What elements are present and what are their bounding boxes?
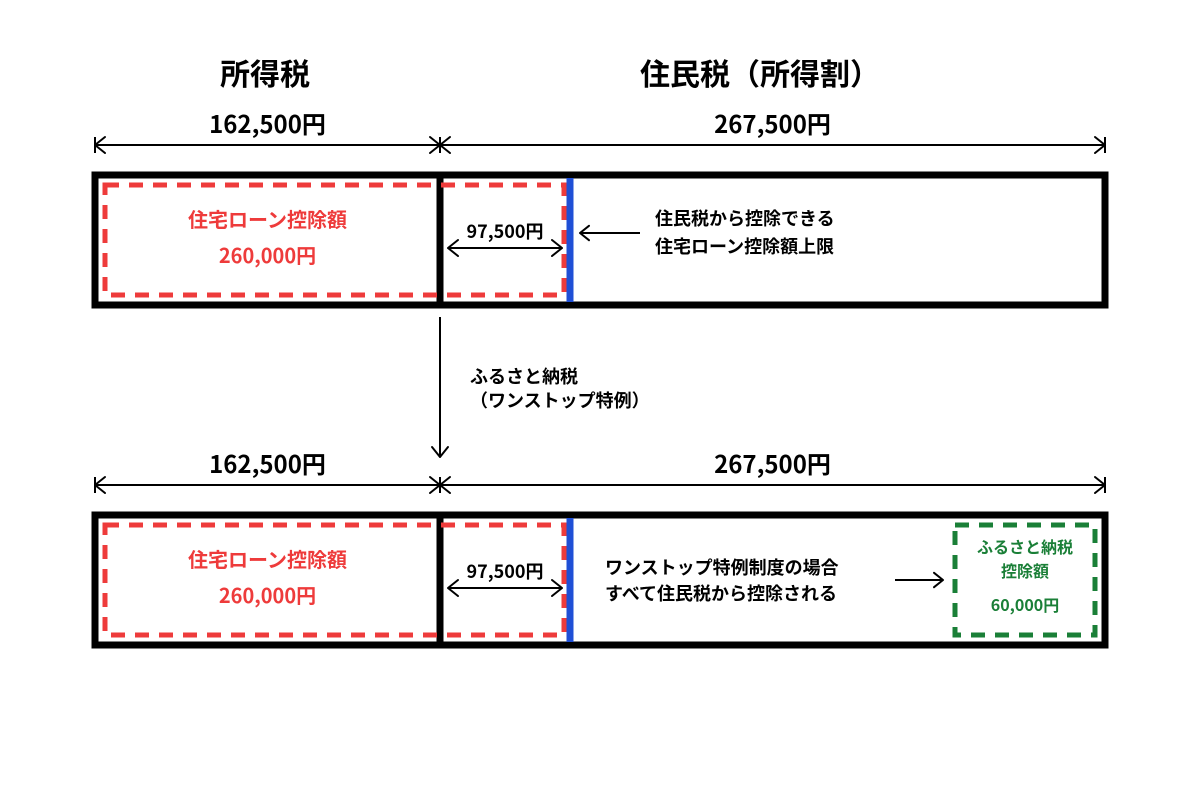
loan-portion-2: 97,500円 [467,558,544,584]
note-bottom-2: すべて住民税から控除される [605,580,837,606]
loan-deduction-label-2b: 260,000円 [219,580,316,609]
title-income-tax: 所得税 [220,50,310,94]
loan-portion-1: 97,500円 [467,218,544,244]
dim-resident-tax-1: 267,500円 [714,105,831,140]
transition-2: （ワンストップ特例） [470,387,650,413]
dim-income-tax-1: 162,500円 [209,105,326,140]
note-top-1: 住民税から控除できる [655,205,835,231]
furusato-2: 控除額 [1001,558,1049,582]
dim-resident-tax-2: 267,500円 [714,445,831,480]
loan-deduction-label-1b: 260,000円 [219,240,316,269]
loan-deduction-label-1a: 住宅ローン控除額 [188,204,347,233]
loan-deduction-label-2a: 住宅ローン控除額 [188,544,347,573]
note-top-2: 住宅ローン控除額上限 [655,233,834,259]
furusato-1: ふるさと納税 [977,534,1073,558]
title-resident-tax: 住民税（所得割） [640,50,880,94]
transition-1: ふるさと納税 [470,363,578,389]
dim-income-tax-2: 162,500円 [209,445,326,480]
furusato-3: 60,000円 [991,592,1059,616]
note-bottom-1: ワンストップ特例制度の場合 [605,554,839,580]
